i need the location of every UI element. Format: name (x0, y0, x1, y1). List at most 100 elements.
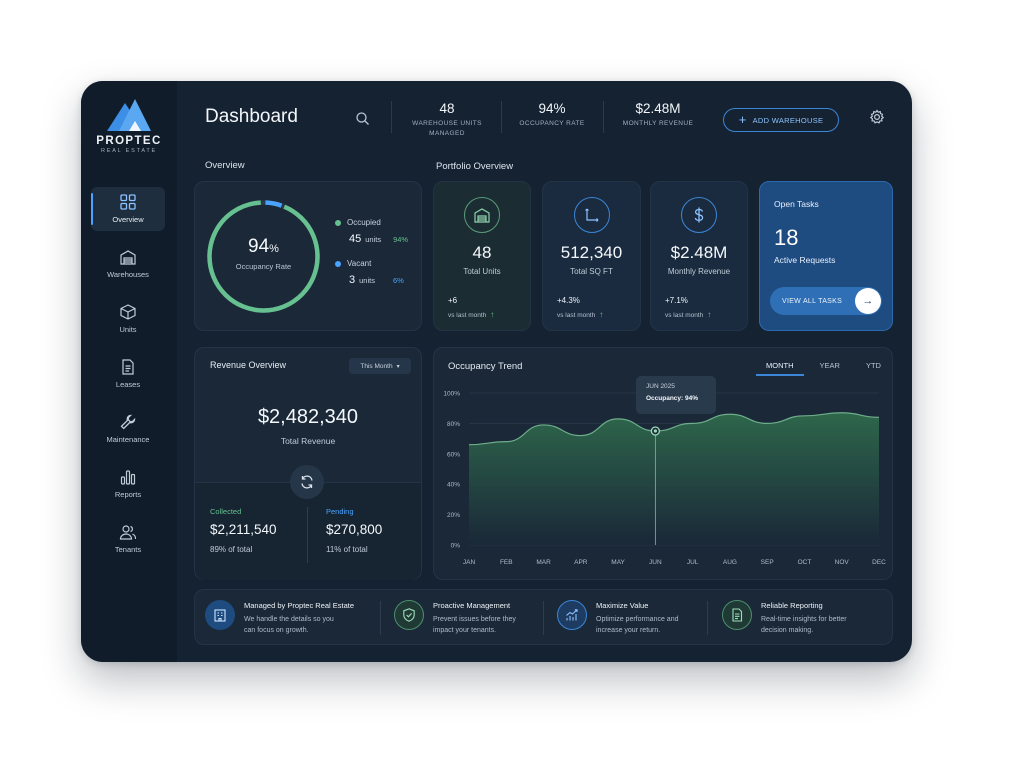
occupied-unit: units (365, 235, 382, 244)
x-tick-label: JAN (463, 559, 476, 566)
mountain-logo-icon (107, 99, 151, 131)
view-all-tasks-button[interactable]: VIEW ALL TASKS → (770, 287, 882, 315)
tab-year[interactable]: YEAR (819, 361, 840, 370)
vacant-unit: units (359, 276, 375, 285)
x-tick-label: AUG (723, 559, 737, 566)
donut-center: 94% Occupancy Rate (205, 198, 322, 315)
sidebar-item-label: Warehouses (107, 270, 149, 279)
sidebar-item-label: Reports (114, 490, 142, 499)
refresh-button[interactable] (290, 465, 324, 499)
settings-button[interactable] (869, 109, 885, 130)
header-stat-occupancy: 94% OCCUPANCY RATE (511, 101, 593, 129)
feature-desc: Optimize performance and increase your re… (596, 616, 679, 634)
sidebar-item-label: Units (119, 325, 137, 334)
tab-ytd[interactable]: YTD (865, 361, 881, 370)
total-revenue-label: Total Revenue (280, 436, 336, 446)
stat-label: MONTHLY REVENUE (622, 120, 694, 127)
stat-value: 94% (538, 101, 566, 116)
dollar-icon (681, 197, 717, 233)
x-tick-label: APR (574, 559, 588, 566)
arrow-up-icon: ↑ (490, 310, 495, 319)
vacant-pct: 6% (392, 276, 404, 285)
features-strip: Managed by Proptec Real Estate We handle … (194, 589, 893, 645)
stat-label: OCCUPANCY RATE (519, 120, 585, 127)
total-units-label: Total Units (463, 267, 501, 276)
sidebar-item-tenants[interactable]: Tenants (91, 517, 165, 561)
vacant-count: 3 (349, 274, 356, 286)
growth-chart-icon (557, 600, 587, 630)
square-feet-icon (573, 197, 610, 233)
y-tick-label: 60% (447, 451, 460, 458)
total-units-value: 48 (472, 243, 492, 262)
occupancy-card: 94% Occupancy Rate Occupied 45 units 94% V… (194, 181, 422, 331)
document-icon (122, 359, 134, 375)
legend-vacant: Vacant 3 units 6% (335, 259, 404, 286)
chevron-down-icon: ▾ (396, 363, 400, 370)
sidebar-item-label: Maintenance (106, 435, 150, 444)
occupancy-line (468, 412, 880, 446)
x-tick-label: OCT (798, 559, 812, 566)
collected-block: Collected $2,211,540 89% of total (210, 507, 277, 554)
occupancy-trend-card: Occupancy Trend MONTH YEAR YTD 0% 20% 40% 6… (433, 347, 893, 580)
feature-title: Maximize Value (596, 601, 649, 610)
y-tick-label: 80% (447, 421, 460, 428)
x-tick-label: JUL (687, 559, 699, 566)
feature-maximize: Maximize Value Optimize performance and in… (557, 600, 717, 636)
plus-icon: + (738, 112, 747, 127)
feature-desc: Prevent issues before they impact your te… (433, 616, 516, 634)
pending-value: $270,800 (326, 522, 383, 537)
tab-month[interactable]: MONTH (756, 361, 803, 376)
x-tick-label: SEP (761, 559, 774, 566)
sidebar-item-reports[interactable]: Reports (91, 462, 165, 506)
highlight-point-core (653, 429, 657, 433)
feature-desc: We handle the details so you can focus on… (244, 616, 334, 634)
add-warehouse-button[interactable]: + ADD WAREHOUSE (723, 108, 839, 132)
header-divider (391, 101, 392, 133)
revenue-title: Revenue Overview (210, 360, 287, 370)
occupied-pct: 94% (393, 235, 409, 244)
gear-icon (869, 109, 885, 124)
sidebar-item-warehouses[interactable]: Warehouses (91, 242, 165, 286)
y-tick-label: 40% (447, 482, 460, 489)
pending-pct: 11% of total (326, 545, 368, 554)
total-revenue-value: $2,482,340 (257, 406, 359, 428)
y-tick-label: 20% (447, 512, 460, 519)
vacant-dot (335, 260, 341, 267)
page-title: Dashboard (205, 106, 298, 127)
sidebar-item-overview[interactable]: Overview (91, 187, 165, 231)
total-sqft-label: Total SQ FT (570, 267, 613, 276)
portfolio-heading: Portfolio Overview (436, 161, 514, 172)
warehouse-icon (120, 250, 136, 265)
y-tick-label: 100% (443, 391, 460, 398)
sidebar-item-maintenance[interactable]: Maintenance (91, 407, 165, 451)
pending-label: Pending (326, 507, 354, 516)
collected-value: $2,211,540 (210, 522, 277, 537)
search-button[interactable] (355, 111, 370, 131)
change-period: vs last month (557, 312, 596, 319)
period-dropdown[interactable]: This Month ▾ (349, 358, 411, 374)
feature-divider (380, 601, 381, 635)
arrow-right-icon: → (855, 288, 881, 314)
pending-block: Pending $270,800 11% of total (326, 507, 382, 554)
collected-pct: 89% of total (210, 545, 253, 554)
header-stat-revenue: $2.48M MONTHLY REVENUE (613, 101, 703, 129)
wrench-icon (120, 414, 136, 430)
header-stat-units: 48 WAREHOUSE UNITS MANAGED (403, 101, 491, 138)
total-units-card: 48 Total Units +6 vs last month ↑ (433, 181, 531, 331)
occupancy-trend-chart: 0% 20% 40% 60% 80% 100% JAN FEB MAR APR MAY JUN JUL… (443, 391, 886, 567)
feature-divider (543, 601, 544, 635)
chart-tooltip: JUN 2025 Occupancy: 94% (636, 376, 716, 414)
x-tick-label: DEC (872, 559, 886, 566)
feature-managed: Managed by Proptec Real Estate We handle … (205, 600, 365, 636)
brand-name: PROPTEC (96, 135, 162, 147)
tooltip-date: JUN 2025 (646, 383, 675, 390)
monthly-revenue-label: Monthly Revenue (667, 267, 731, 276)
view-all-tasks-label: VIEW ALL TASKS (782, 297, 843, 305)
brand-subtitle: REAL ESTATE (100, 148, 158, 154)
trend-title: Occupancy Trend (448, 361, 523, 372)
header-divider (603, 101, 604, 133)
sidebar-item-units[interactable]: Units (91, 297, 165, 341)
sidebar-item-leases[interactable]: Leases (91, 352, 165, 396)
sidebar-item-label: Tenants (114, 545, 142, 554)
x-tick-label: JUN (649, 559, 662, 566)
